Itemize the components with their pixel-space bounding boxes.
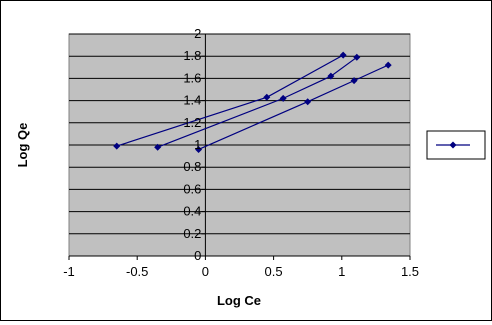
y-tick-label: 0.6 [183, 181, 201, 196]
data-point [353, 53, 361, 61]
legend-marker-diamond [449, 141, 457, 149]
legend [426, 130, 486, 160]
data-point [195, 145, 203, 153]
y-tick-label: 1.6 [183, 70, 201, 85]
y-tick-label: 0.8 [183, 159, 201, 174]
y-tick-label: 0.2 [183, 226, 201, 241]
y-tick-label: 1.8 [183, 48, 201, 63]
x-tick-label: -1 [63, 264, 75, 279]
y-tick-label: 0.4 [183, 204, 201, 219]
data-point [263, 93, 271, 101]
x-tick-label: 0.5 [265, 264, 283, 279]
data-point [279, 94, 287, 102]
data-point [113, 142, 121, 150]
series-line-2 [157, 56, 358, 148]
chart-svg: 0 0.2 0.4 0.6 0.8 1 1.2 1.4 1.6 1.8 2 -1 -0.5 0 0.5 1 1.… [15, 26, 486, 308]
x-tick-label: 1 [338, 264, 345, 279]
gridlines [69, 33, 410, 235]
y-tick-label: 1 [194, 137, 201, 152]
y-tick-label: 0 [194, 248, 201, 263]
x-axis-title: Log Ce [217, 293, 261, 308]
y-axis-title: Log Qe [15, 123, 30, 168]
y-tick-label: 1.2 [183, 115, 201, 130]
axes [68, 33, 411, 260]
tick-labels: 0 0.2 0.4 0.6 0.8 1 1.2 1.4 1.6 1.8 2 -1 -0.5 0 0.5 1 1.… [63, 26, 419, 279]
y-tick-label: 1.4 [183, 93, 201, 108]
data-point [350, 77, 358, 85]
series-line-3 [198, 64, 389, 150]
x-tick-label: -0.5 [126, 264, 148, 279]
data-point [327, 72, 335, 80]
data-point [339, 51, 347, 59]
y-tick-label: 2 [194, 26, 201, 41]
series-group [113, 51, 392, 153]
x-tick-label: 1.5 [401, 264, 419, 279]
data-point [384, 61, 392, 69]
data-point [304, 98, 312, 106]
x-tick-label: 0 [202, 264, 209, 279]
data-point [154, 143, 162, 151]
